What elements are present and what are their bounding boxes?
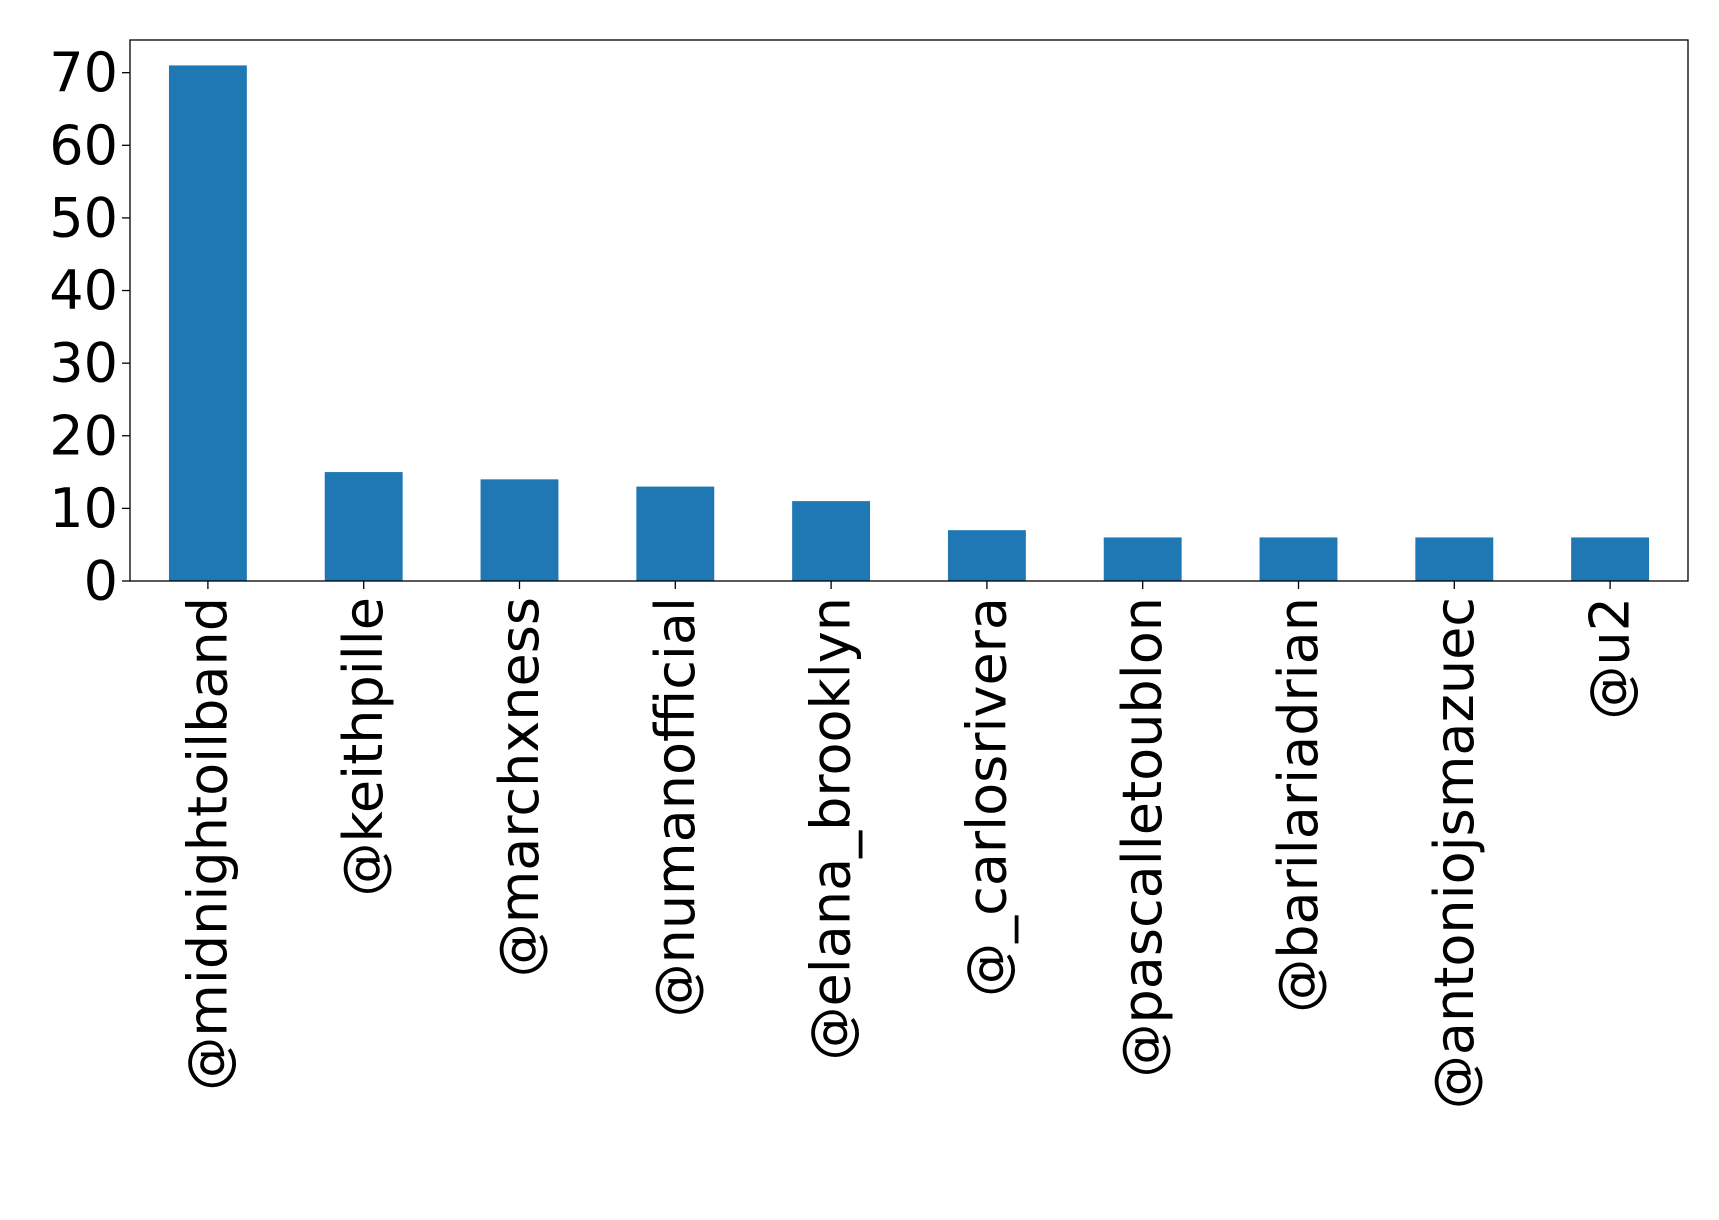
- x-tick-label-7: @barilariadrian: [1267, 597, 1330, 1013]
- bar-3: [636, 486, 715, 581]
- y-tick-label-1: 10: [49, 477, 118, 540]
- x-axis: @midnightoilband @keithpille @marchxness @n…: [176, 581, 1642, 1109]
- x-tick-label-3: @numanofficial: [644, 597, 707, 1017]
- y-axis: 0 10 20 30 40 50 60 70: [49, 41, 130, 613]
- x-tick-label-2: @marchxness: [488, 597, 551, 977]
- bar-5: [947, 530, 1026, 581]
- bar-4: [792, 501, 871, 581]
- x-tick-label-6: @pascalletoublon: [1111, 597, 1174, 1078]
- x-tick-label-5: @_carlosrivera: [955, 597, 1018, 997]
- bar-8: [1415, 537, 1494, 581]
- plot-frame: [129, 39, 1689, 582]
- x-tick-label-1: @keithpille: [332, 597, 395, 896]
- y-tick-label-7: 70: [49, 41, 118, 104]
- bar-6: [1103, 537, 1182, 581]
- x-tick-label-9: @u2: [1579, 597, 1642, 720]
- y-tick-label-3: 30: [49, 332, 118, 395]
- y-tick-label-5: 50: [49, 186, 118, 249]
- bar-2: [480, 479, 559, 581]
- y-tick-label-6: 60: [49, 114, 118, 177]
- bars-group: [168, 65, 1650, 582]
- x-tick-label-0: @midnightoilband: [176, 597, 239, 1091]
- y-tick-label-0: 0: [84, 550, 118, 613]
- y-tick-label-4: 40: [49, 259, 118, 322]
- x-tick-label-4: @elana_brooklyn: [800, 597, 863, 1060]
- y-tick-label-2: 20: [49, 404, 118, 467]
- bar-9: [1571, 537, 1650, 581]
- bar-1: [324, 472, 403, 581]
- bar-0: [168, 65, 247, 582]
- x-tick-label-8: @antoniojsmazuec: [1423, 597, 1486, 1109]
- bar-7: [1259, 537, 1338, 581]
